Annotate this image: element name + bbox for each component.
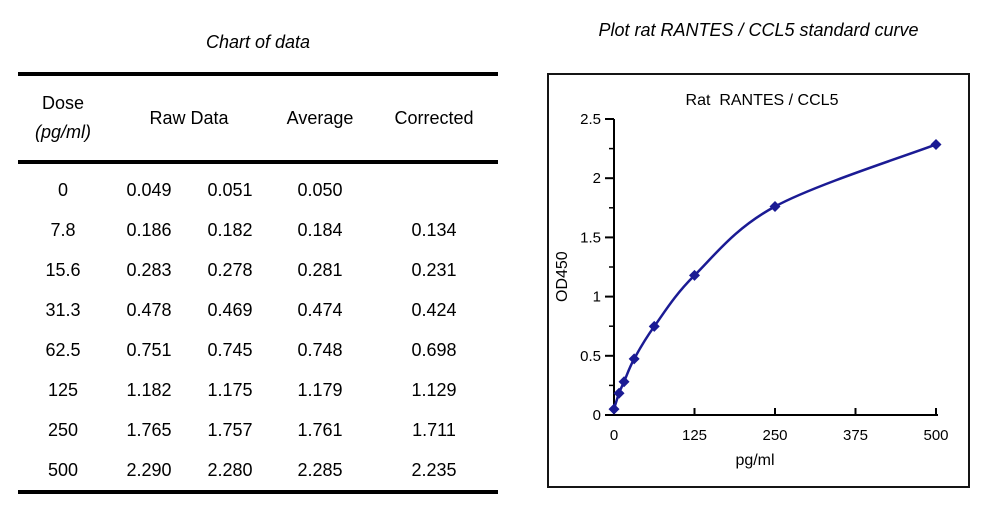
y-tick-label: 2.5 xyxy=(580,111,601,128)
cell-dose: 0 xyxy=(57,179,68,200)
cell-raw-1: 2.290 xyxy=(126,459,172,480)
y-tick-label: 1 xyxy=(593,289,601,306)
header-raw-data: Raw Data xyxy=(149,107,229,128)
header-dose: Dose (pg/ml) xyxy=(18,74,108,162)
table-row: 250 1.765 1.757 1.761 1.711 xyxy=(18,410,498,450)
cell-dose: 125 xyxy=(47,379,79,400)
cell-average: 1.761 xyxy=(297,419,343,440)
table-row: 31.3 0.478 0.469 0.474 0.424 xyxy=(18,290,498,330)
x-tick-label: 250 xyxy=(762,427,787,444)
data-point-diamond-marker xyxy=(613,387,625,399)
cell-raw-2: 0.182 xyxy=(207,219,253,240)
cell-corrected: 1.129 xyxy=(411,379,457,400)
standard-curve-line xyxy=(612,143,937,410)
chart-title: Rat RANTES / CCL5 xyxy=(685,92,839,109)
y-tick-label: 0.5 xyxy=(580,348,601,365)
header-dose-unit: (pg/ml) xyxy=(34,122,91,142)
data-table-panel: Chart of data Dose (pg/ml) Raw Data Aver… xyxy=(18,30,498,494)
data-point-diamond-marker xyxy=(628,353,640,365)
cell-corrected xyxy=(370,162,498,210)
chart-canvas: 0 0.5 1 1.5 2 2.5 0 125 250 375 500 xyxy=(580,111,948,444)
cell-raw-2: 0.745 xyxy=(207,339,253,360)
header-dose-label: Dose xyxy=(41,93,85,113)
cell-raw-2: 0.469 xyxy=(207,299,253,320)
cell-average: 1.179 xyxy=(297,379,343,400)
standard-curve-chart: 0 0.5 1 1.5 2 2.5 0 125 250 375 500 Rat RANTES / C… xyxy=(547,73,970,488)
x-tick-label: 375 xyxy=(843,427,868,444)
data-point-diamond-marker xyxy=(648,320,660,332)
cell-average: 0.748 xyxy=(297,339,343,360)
cell-raw-1: 1.182 xyxy=(126,379,172,400)
cell-average: 0.050 xyxy=(297,179,343,200)
cell-corrected: 0.424 xyxy=(411,299,457,320)
y-tick-label: 0 xyxy=(593,407,601,424)
cell-raw-1: 0.049 xyxy=(126,179,172,200)
cell-raw-2: 0.051 xyxy=(207,179,253,200)
cell-raw-1: 0.751 xyxy=(126,339,172,360)
table-row: 500 2.290 2.280 2.285 2.235 xyxy=(18,450,498,492)
cell-dose: 7.8 xyxy=(50,219,76,240)
data-table: Dose (pg/ml) Raw Data Average Corrected … xyxy=(18,72,498,494)
header-corrected: Corrected xyxy=(394,107,474,128)
x-tick-label: 500 xyxy=(923,427,948,444)
plot-section-title: Plot rat RANTES / CCL5 standard curve xyxy=(598,20,919,40)
cell-dose: 500 xyxy=(47,459,79,480)
cell-dose: 31.3 xyxy=(45,299,81,320)
cell-raw-2: 2.280 xyxy=(207,459,253,480)
cell-corrected: 0.134 xyxy=(411,219,457,240)
cell-dose: 62.5 xyxy=(45,339,81,360)
x-axis-label: pg/ml xyxy=(735,452,775,469)
cell-raw-1: 1.765 xyxy=(126,419,172,440)
header-average: Average xyxy=(286,107,354,128)
cell-average: 0.281 xyxy=(297,259,343,280)
table-row: 62.5 0.751 0.745 0.748 0.698 xyxy=(18,330,498,370)
table-row: 15.6 0.283 0.278 0.281 0.231 xyxy=(18,250,498,290)
cell-dose: 250 xyxy=(47,419,79,440)
cell-raw-1: 0.478 xyxy=(126,299,172,320)
y-tick-label: 2 xyxy=(593,170,601,187)
cell-raw-2: 0.278 xyxy=(207,259,253,280)
cell-corrected: 1.711 xyxy=(412,419,456,440)
cell-raw-1: 0.283 xyxy=(126,259,172,280)
cell-corrected: 0.698 xyxy=(411,339,457,360)
table-title: Chart of data xyxy=(205,32,311,52)
data-point-diamond-marker xyxy=(769,200,781,212)
cell-raw-2: 1.757 xyxy=(207,419,253,440)
table-row: 0 0.049 0.051 0.050 xyxy=(18,162,498,210)
table-header-row: Dose (pg/ml) Raw Data Average Corrected xyxy=(18,74,498,162)
cell-raw-2: 1.175 xyxy=(207,379,253,400)
table-row: 7.8 0.186 0.182 0.184 0.134 xyxy=(18,210,498,250)
cell-average: 0.474 xyxy=(297,299,343,320)
x-tick-label: 0 xyxy=(610,427,618,444)
cell-average: 2.285 xyxy=(297,459,343,480)
x-tick-label: 125 xyxy=(682,427,707,444)
table-body: 0 0.049 0.051 0.050 7.8 0.186 0.182 0.184 0.134 1… xyxy=(18,162,498,492)
data-point-diamond-marker xyxy=(930,138,942,150)
data-point-diamond-marker xyxy=(689,269,700,281)
data-point-diamond-marker xyxy=(618,376,630,388)
y-axis-label: OD450 xyxy=(554,251,571,303)
cell-corrected: 2.235 xyxy=(411,459,457,480)
y-tick-label: 1.5 xyxy=(580,229,601,246)
cell-dose: 15.6 xyxy=(45,259,81,280)
data-point-diamond-marker xyxy=(608,403,620,415)
cell-raw-1: 0.186 xyxy=(126,219,172,240)
table-row: 125 1.182 1.175 1.179 1.129 xyxy=(18,370,498,410)
cell-average: 0.184 xyxy=(297,219,343,240)
cell-corrected: 0.231 xyxy=(411,259,457,280)
